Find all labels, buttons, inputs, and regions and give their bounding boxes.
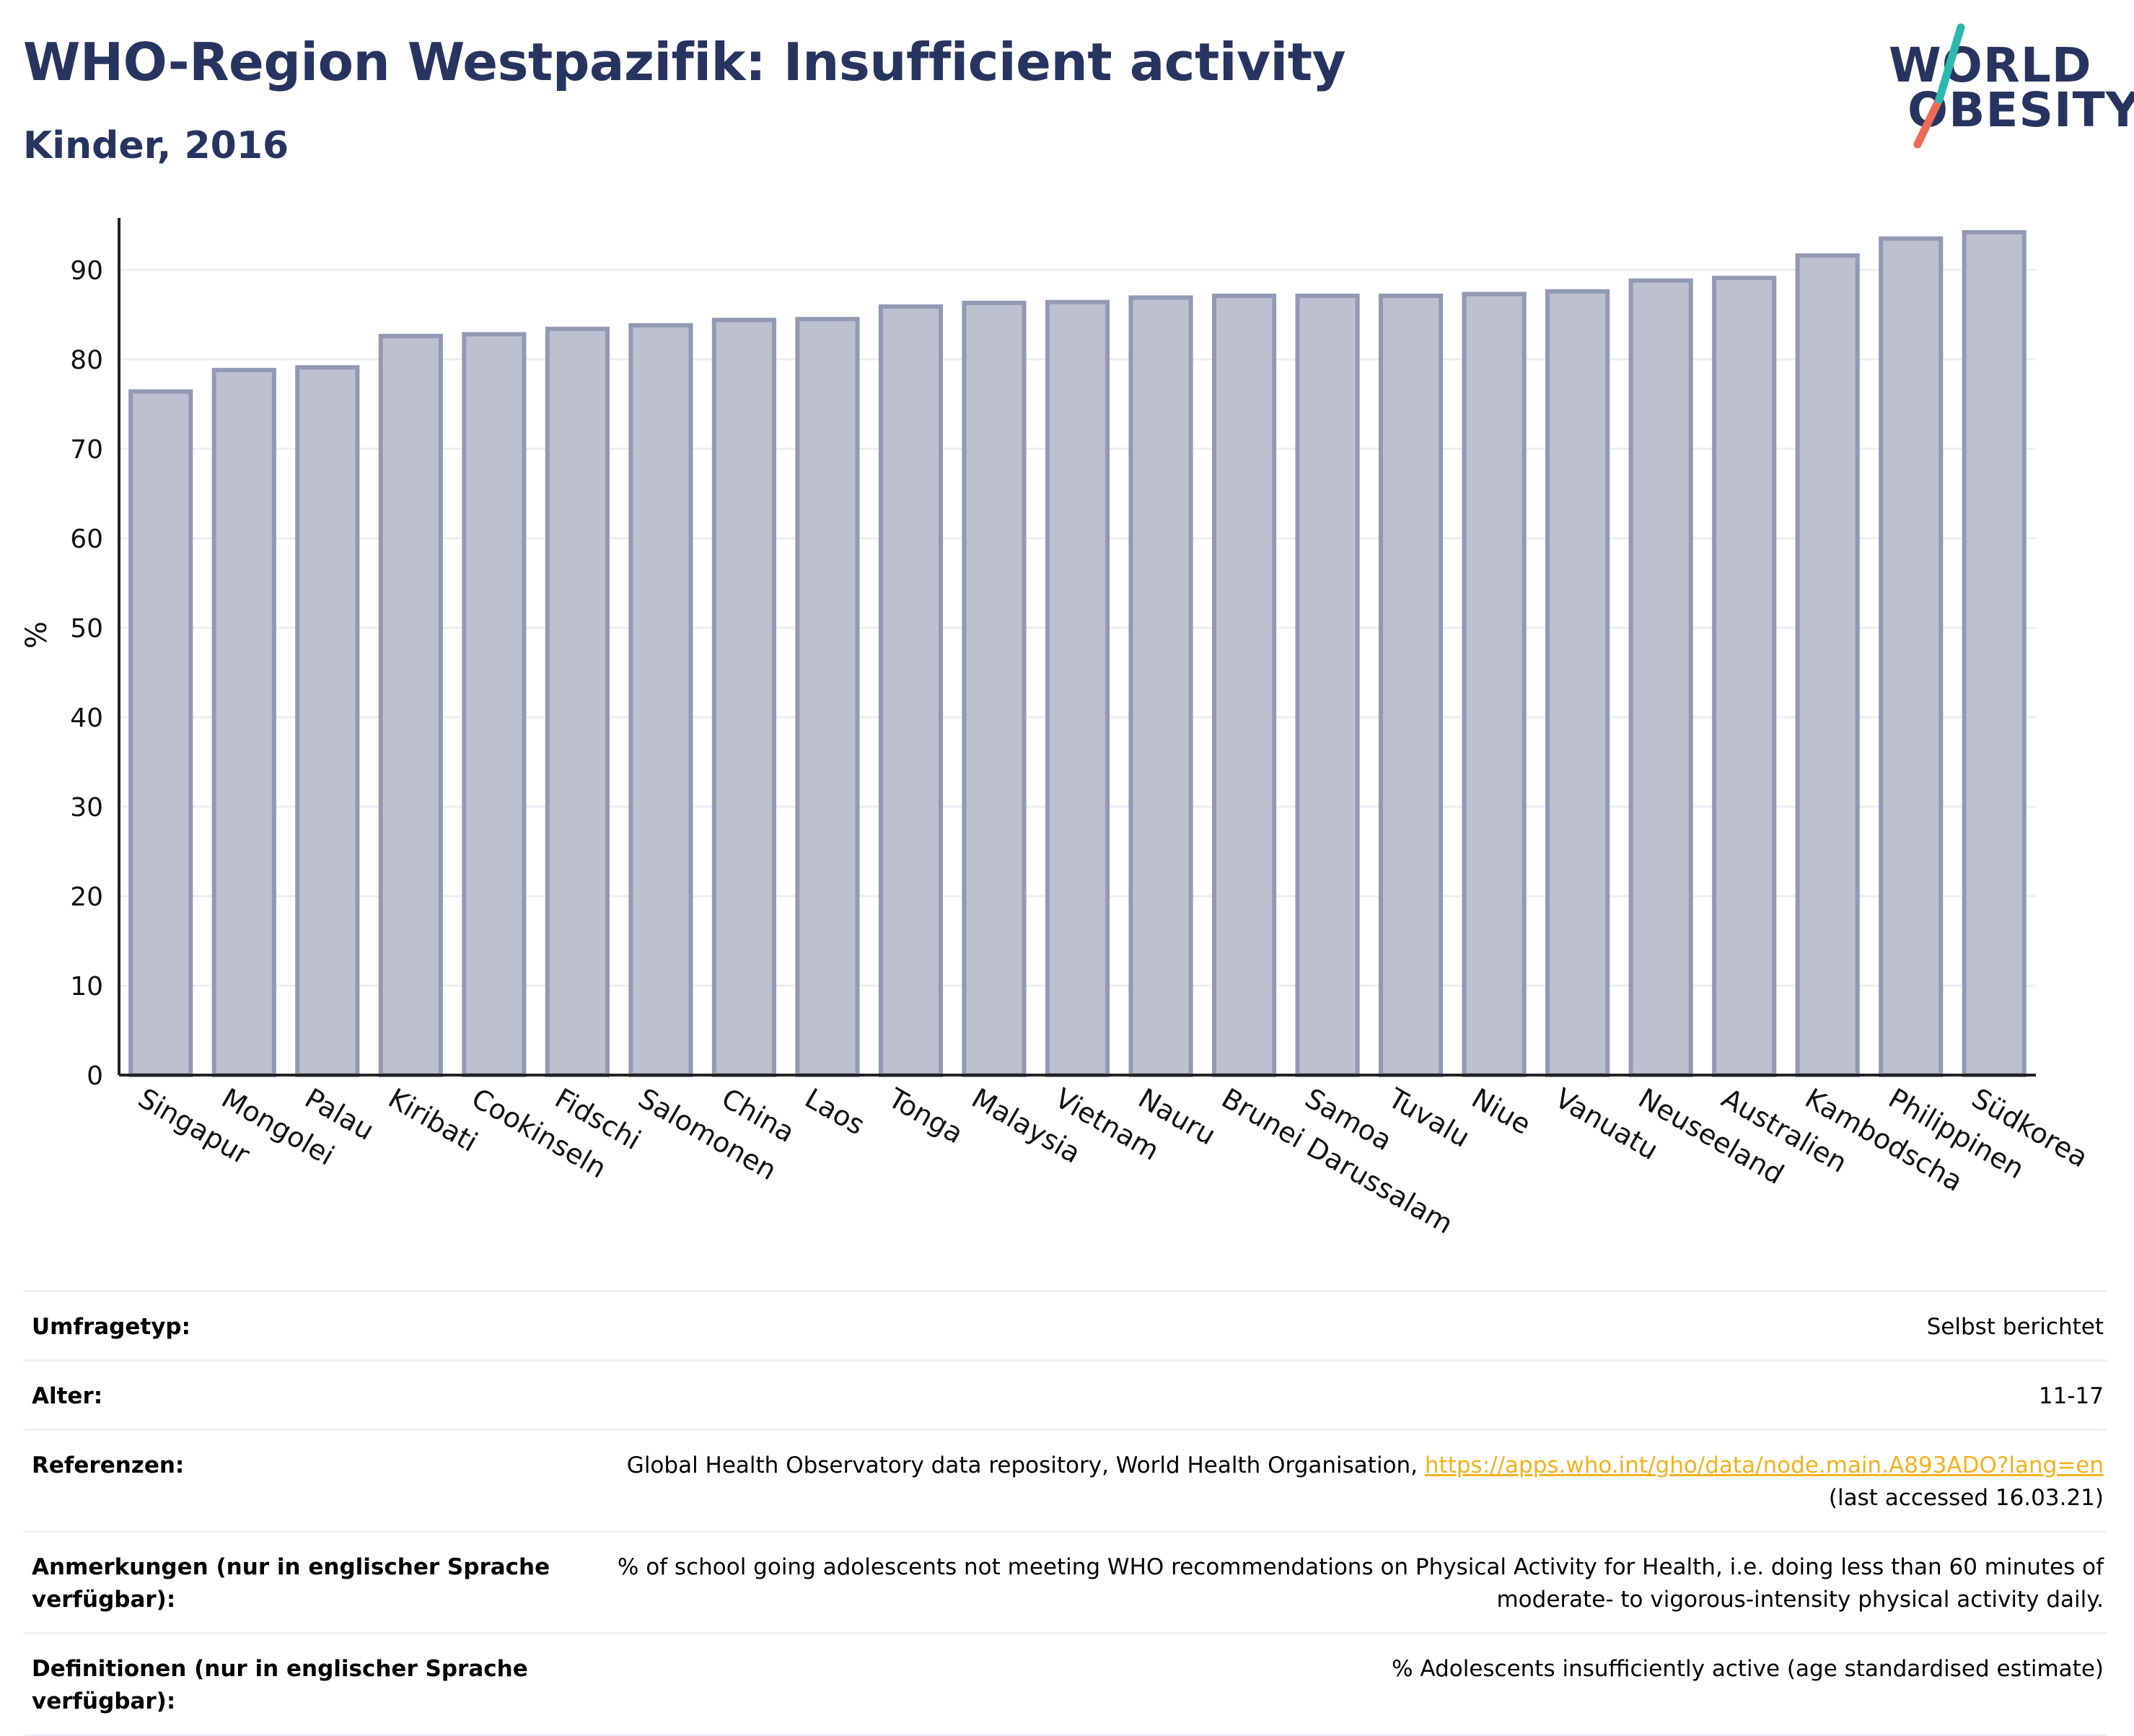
world-obesity-logo: WORLD OBESITY xyxy=(1876,20,2134,150)
y-tick-label: 60 xyxy=(70,525,103,554)
bar xyxy=(462,332,527,1077)
bar xyxy=(378,333,443,1077)
bar xyxy=(962,300,1027,1077)
bar xyxy=(545,326,610,1078)
logo-slash-icon xyxy=(1913,23,1965,149)
x-tick-label: Tuvalu xyxy=(1382,1082,1475,1154)
reference-accessed: (last accessed 16.03.21) xyxy=(1828,1484,2104,1511)
x-tick-label: Niue xyxy=(1467,1082,1537,1141)
x-tick-label: Kiribati xyxy=(383,1082,483,1158)
info-value: % Adolescents insufficiently active (age… xyxy=(1392,1655,2104,1682)
info-label: Referenzen: xyxy=(32,1452,185,1478)
bar xyxy=(295,365,360,1078)
info-value: 11-17 xyxy=(2038,1382,2104,1409)
y-tick-label: 0 xyxy=(87,1061,103,1091)
info-table: Umfragetyp: Selbst berichtet Alter: 11-1… xyxy=(23,1290,2107,1736)
bar xyxy=(1462,291,1527,1078)
info-label: Alter: xyxy=(32,1382,103,1409)
info-value: Selbst berichtet xyxy=(1926,1314,2104,1340)
bar xyxy=(1045,299,1110,1077)
bar xyxy=(1879,236,1944,1078)
bars xyxy=(128,229,2027,1078)
y-tick-label: 20 xyxy=(70,882,103,912)
logo-word-obesity: OBESITY xyxy=(1907,82,2134,138)
x-tick-label: Tonga xyxy=(882,1082,968,1149)
bar xyxy=(1378,293,1444,1078)
chart-title: WHO-Region Westpazifik: Insufficient act… xyxy=(23,32,1346,92)
bar xyxy=(211,367,276,1077)
bar xyxy=(1962,229,2027,1077)
info-value: Global Health Observatory data repositor… xyxy=(580,1450,2107,1514)
bar xyxy=(1795,253,1860,1077)
bar xyxy=(1128,295,1193,1078)
info-row-survey-type: Umfragetyp: Selbst berichtet xyxy=(23,1290,2107,1359)
reference-text: Global Health Observatory data repositor… xyxy=(626,1452,1425,1478)
info-label: Anmerkungen (nur in englischer Sprache v… xyxy=(32,1553,550,1613)
bar-chart: 0 10 20 30 40 50 60 70 80 90 SingapurMongoleiPala… xyxy=(20,218,2094,1240)
bar xyxy=(628,323,693,1077)
bar xyxy=(1211,293,1277,1078)
y-tick-label: 30 xyxy=(70,793,103,823)
bar xyxy=(878,304,944,1078)
y-axis-label: % xyxy=(20,621,53,649)
info-label: Umfragetyp: xyxy=(32,1314,190,1340)
y-tick-label: 90 xyxy=(70,256,103,286)
bar xyxy=(128,389,193,1077)
info-row-definitions: Definitionen (nur in englischer Sprache … xyxy=(23,1631,2107,1736)
chart-subtitle: Kinder, 2016 xyxy=(23,124,289,167)
bar xyxy=(1712,276,1777,1077)
reference-link[interactable]: https://apps.who.int/gho/data/node.main.… xyxy=(1424,1452,2104,1478)
bar xyxy=(1545,289,1610,1077)
y-tick-label: 80 xyxy=(70,346,103,375)
y-tick-label: 70 xyxy=(70,435,103,465)
logo-word-world: WORLD xyxy=(1889,38,2092,93)
y-tick-label: 50 xyxy=(70,614,103,644)
bar xyxy=(711,317,777,1078)
bar xyxy=(1628,278,1693,1077)
info-row-notes: Anmerkungen (nur in englischer Sprache v… xyxy=(23,1530,2107,1632)
axes xyxy=(118,218,2036,1077)
y-tick-labels: 0 10 20 30 40 50 60 70 80 90 xyxy=(70,256,103,1091)
info-row-references: Referenzen: Global Health Observatory da… xyxy=(23,1428,2107,1530)
y-tick-label: 40 xyxy=(70,703,103,733)
bar xyxy=(1295,293,1360,1078)
x-tick-label: Laos xyxy=(799,1082,870,1141)
info-row-age: Alter: 11-17 xyxy=(23,1359,2107,1429)
info-label: Definitionen (nur in englischer Sprache … xyxy=(32,1655,528,1714)
info-value: % of school going adolescents not meetin… xyxy=(617,1553,2104,1613)
y-tick-label: 10 xyxy=(70,972,103,1001)
bar xyxy=(795,317,860,1078)
